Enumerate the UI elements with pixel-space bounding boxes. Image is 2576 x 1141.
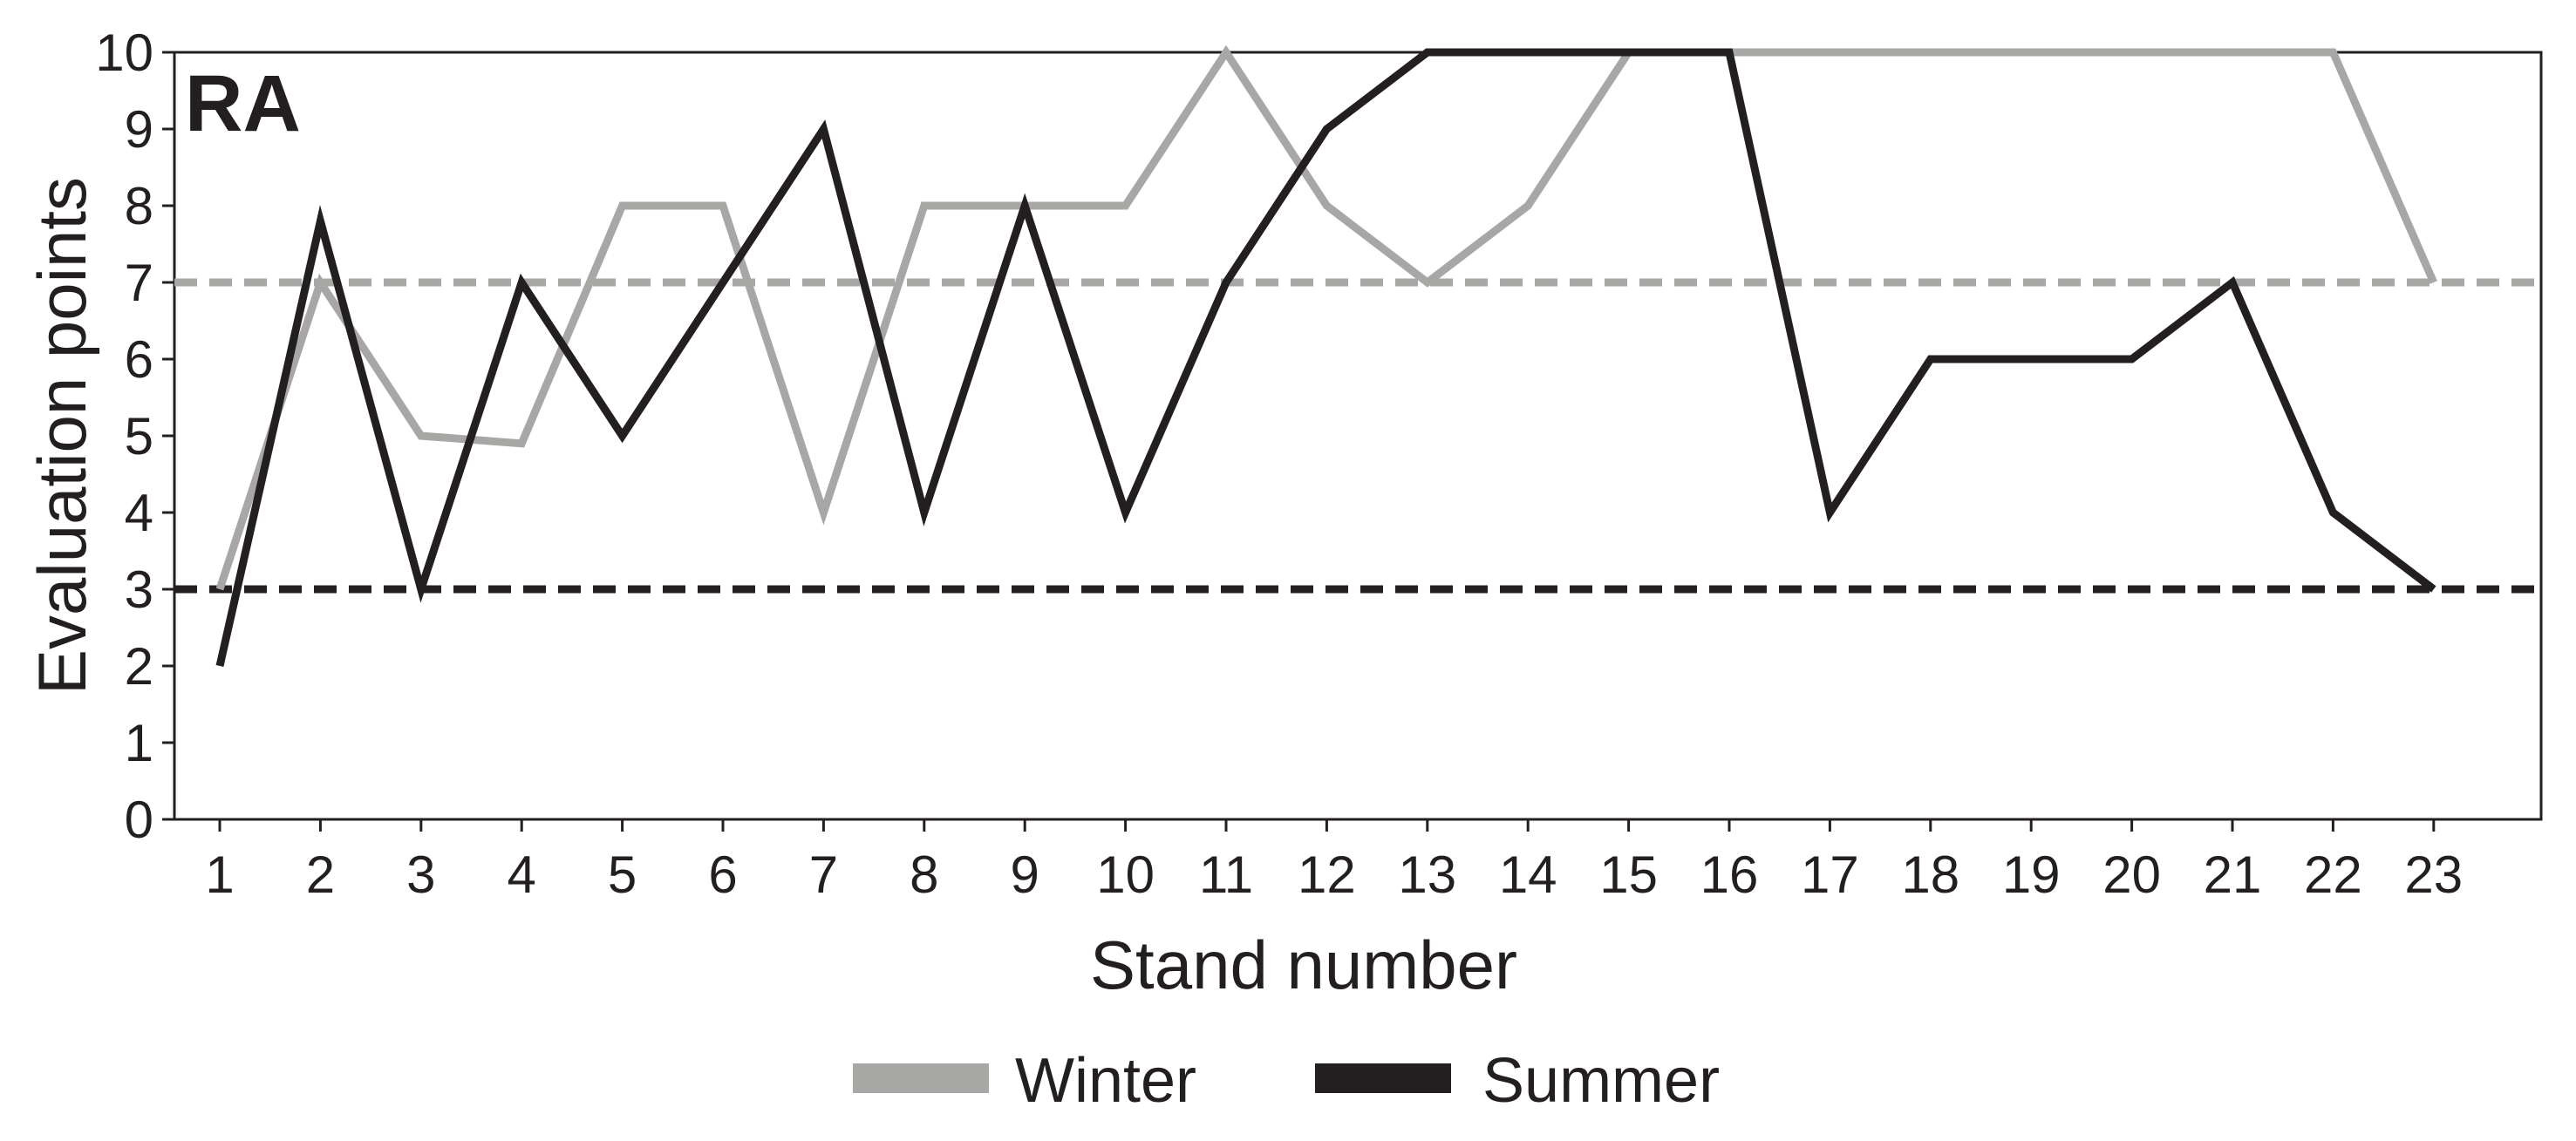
legend-label-winter: Winter: [1015, 1046, 1196, 1116]
y-tick-label: 1: [125, 714, 153, 772]
legend-label-summer: Summer: [1482, 1046, 1720, 1116]
x-tick-label: 8: [910, 846, 938, 904]
x-axis-title: Stand number: [1090, 927, 1517, 1003]
y-tick-label: 3: [125, 560, 153, 619]
x-tick-label: 14: [1499, 846, 1557, 904]
plot-frame: [173, 51, 2543, 821]
x-tick-label: 4: [508, 846, 536, 904]
x-tick-label: 20: [2102, 846, 2161, 904]
x-tick-label: 7: [809, 846, 838, 904]
y-tick-label: 4: [125, 484, 153, 542]
x-tick-label: 6: [708, 846, 737, 904]
x-tick-label: 18: [1901, 846, 1959, 904]
legend-swatch-winter: [853, 1063, 989, 1093]
x-tick-label: 16: [1700, 846, 1759, 904]
y-tick-label: 5: [125, 407, 153, 465]
y-tick-label: 6: [125, 330, 153, 389]
series-line-summer: [215, 48, 2436, 667]
reference-lines: [174, 278, 2541, 594]
panel-label: RA: [185, 59, 301, 148]
x-tick-label: 3: [406, 846, 435, 904]
x-tick-label: 13: [1398, 846, 1456, 904]
x-tick-label: 21: [2204, 846, 2262, 904]
y-tick-label: 7: [125, 254, 153, 312]
x-tick-label: 15: [1599, 846, 1658, 904]
y-axis-ticks: 0 1 2 3 4 5 6 7 8 9 10: [95, 24, 174, 849]
x-axis-ticks: 1 2 3 4 5 6 7 8 9 10 11 12 13 14 15 16 17 18 19 20 21 22 23: [205, 819, 2463, 904]
x-tick-label: 11: [1199, 846, 1253, 904]
y-tick-label: 0: [125, 791, 153, 849]
series-lines: [215, 44, 2437, 667]
x-tick-label: 5: [608, 846, 637, 904]
y-axis-title: Evaluation points: [24, 177, 100, 695]
y-tick-label: 10: [95, 24, 153, 82]
series-line-winter: [215, 44, 2437, 591]
x-tick-label: 10: [1096, 846, 1155, 904]
legend: Winter Summer: [853, 1046, 1720, 1116]
x-tick-label: 1: [205, 846, 234, 904]
x-tick-label: 12: [1298, 846, 1356, 904]
x-tick-label: 23: [2404, 846, 2463, 904]
x-tick-label: 2: [306, 846, 335, 904]
y-tick-label: 8: [125, 177, 153, 235]
y-tick-label: 9: [125, 100, 153, 159]
x-tick-label: 17: [1801, 846, 1859, 904]
x-tick-label: 19: [2002, 846, 2061, 904]
x-tick-label: 9: [1011, 846, 1039, 904]
legend-swatch-summer: [1315, 1063, 1451, 1093]
y-tick-label: 2: [125, 637, 153, 696]
x-tick-label: 22: [2304, 846, 2362, 904]
